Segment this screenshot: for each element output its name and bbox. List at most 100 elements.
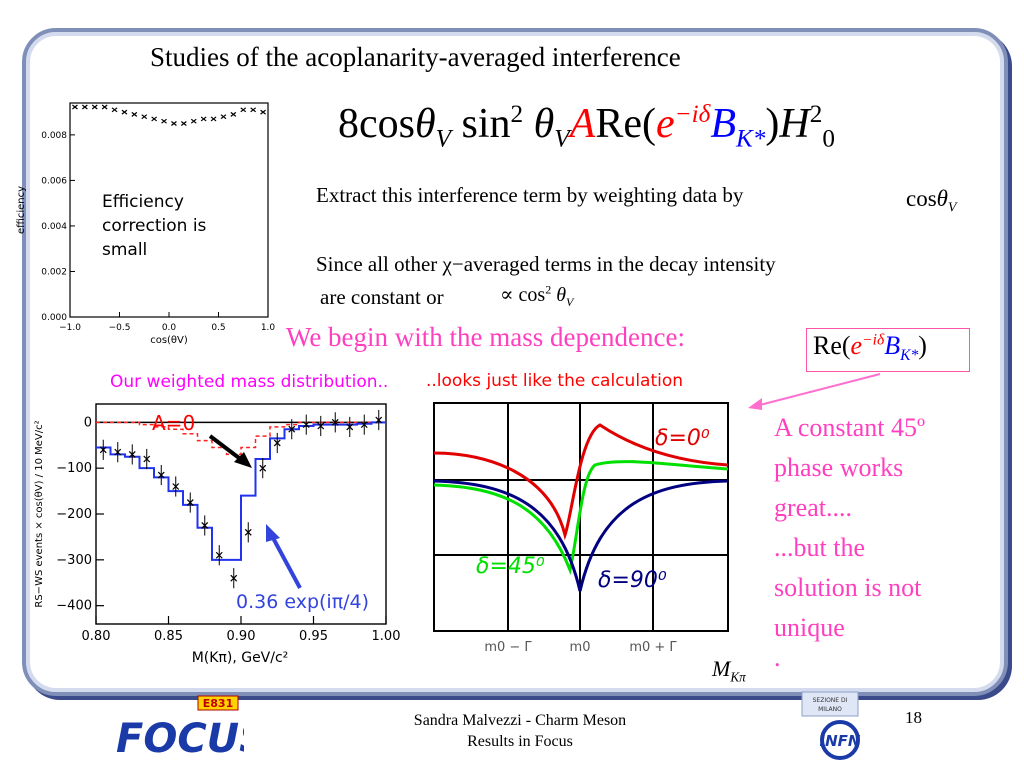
- mass-xtick-label: 1.00: [372, 629, 401, 644]
- eff-note-1: Efficiency: [102, 192, 184, 212]
- mass-label-exp: 0.36 exp(iπ/4): [236, 591, 369, 613]
- formula-theta2: θ: [533, 101, 555, 147]
- black-arrow-head: [234, 452, 252, 468]
- extract-theta: θ: [936, 186, 948, 211]
- mass-ytick-label: −100: [56, 461, 92, 476]
- eff-point-cross: [240, 107, 247, 113]
- box-exp: −iδ: [862, 331, 885, 349]
- right-line-5: solution is not: [774, 573, 922, 602]
- eff-point-cross: [210, 116, 217, 122]
- eff-point-cross: [131, 111, 138, 117]
- eff-ytick-label: 0.006: [41, 176, 67, 186]
- right-line-4: ...but the: [774, 533, 865, 562]
- mass-point-cross: [143, 455, 151, 463]
- mass-point-cross: [215, 551, 223, 559]
- calc-caption: ..looks just like the calculation: [426, 371, 684, 391]
- formula-cos: cos: [359, 101, 415, 147]
- pink-arrow-line: [755, 373, 881, 407]
- box-re: Re(: [813, 331, 851, 360]
- focus-badge-text: E831: [203, 697, 233, 710]
- box-kstar: K*: [900, 347, 919, 365]
- formula-close: ): [765, 101, 780, 147]
- mass-ticks: 0.80 0.85 0.90 0.95 1.00 0 −100 −200 −300 −400: [56, 415, 400, 644]
- mass-point-cross: [302, 421, 310, 429]
- eff-point-cross: [161, 118, 167, 124]
- mass-point-cross: [288, 425, 296, 433]
- formula-h-sup: 2: [809, 101, 823, 128]
- calc-label-delta-45: δ=45⁰: [476, 554, 545, 579]
- blue-arrow: [270, 535, 302, 589]
- mass-point-cross: [201, 522, 209, 529]
- eff-point-cross: [101, 104, 108, 110]
- since-v: V: [566, 295, 574, 309]
- mass-a0-curve: [96, 421, 386, 456]
- black-arrow: [208, 434, 245, 463]
- slide-frame: [22, 28, 1008, 696]
- eff-ytick-label: 0.000: [41, 313, 67, 323]
- mass-point-cross: [375, 416, 383, 424]
- calc-xtick-2: m0: [570, 640, 591, 655]
- infn-small-2: MILANO: [818, 706, 842, 713]
- formula-h: H: [779, 101, 810, 147]
- box-math: Re(e−iδBK*): [813, 331, 927, 365]
- mass-xtick-label: 0.85: [154, 629, 183, 644]
- formula-h-sub: 0: [822, 125, 835, 153]
- eff-point-cross: [250, 107, 257, 113]
- eff-ytick-label: 0.008: [41, 131, 67, 141]
- mass-xlabel: M(Kπ), GeV/c²: [192, 650, 289, 666]
- right-text: A constant 45º phase works great.... ...…: [774, 408, 925, 671]
- mass-ylabel: RS−WS events × cos(θV) / 10 MeV/c²: [34, 420, 45, 607]
- mass-ytick-label: −400: [56, 599, 92, 614]
- slide-title: Studies of the acoplanarity-averaged int…: [150, 42, 681, 72]
- mass-point-cross: [172, 483, 180, 490]
- extract-v: V: [947, 199, 957, 215]
- extract-cos: cos: [906, 186, 937, 211]
- eff-point-cross: [72, 104, 78, 110]
- begin-text: We begin with the mass dependence:: [286, 322, 685, 352]
- calc-xtick-1: m0 − Γ: [484, 640, 532, 655]
- eff-point-cross: [180, 121, 187, 126]
- calc-label-delta-0: δ=0⁰: [655, 426, 710, 451]
- eff-point-cross: [111, 107, 118, 113]
- eff-xlabel: cos(θV): [150, 335, 188, 346]
- eff-note-2: correction is: [102, 216, 207, 236]
- mass-point-cross: [360, 421, 368, 429]
- formula-re: Re(: [595, 101, 656, 147]
- mass-caption: Our weighted mass distribution..: [110, 372, 388, 392]
- formula-v: V: [435, 125, 452, 153]
- infn-top-box: [801, 691, 859, 717]
- footer-line-1: Sandra Malvezzi - Charm Meson: [413, 712, 627, 729]
- formula-v2: V: [554, 125, 570, 153]
- mass-fit-curve: [96, 421, 386, 561]
- eff-point-cross: [220, 114, 227, 120]
- infn-word: INFN: [820, 732, 861, 750]
- page-number: 18: [905, 708, 922, 727]
- mass-distribution-plot: Our weighted mass distribution.. 0.80 0.8…: [34, 372, 400, 666]
- mass-xtick-label: 0.90: [227, 629, 256, 644]
- pink-arrow-head: [748, 398, 762, 410]
- mass-point-cross: [317, 422, 325, 430]
- eff-point-cross: [121, 109, 128, 115]
- efficiency-plot: −1.0 −0.5 0.0 0.5 1.0 0.000 0.002 0.004 0.006 0.0…: [16, 102, 275, 346]
- mass-ytick-label: 0: [84, 415, 92, 430]
- mkpi-label: MKπ: [712, 656, 746, 685]
- eff-xtick-label: 1.0: [261, 323, 276, 333]
- formula-b: B: [710, 101, 736, 147]
- extract-text: Extract this interference term by weight…: [316, 183, 744, 207]
- formula-theta: θ: [415, 101, 436, 147]
- eff-ticks: −1.0 −0.5 0.0 0.5 1.0 0.000 0.002 0.004 0.006 0.0…: [41, 131, 275, 333]
- calc-curve-delta-90: [433, 479, 729, 592]
- formula-exp: −iδ: [674, 101, 711, 128]
- calc-xtick-3: m0 + Γ: [629, 640, 677, 655]
- mass-point-cross: [230, 574, 238, 582]
- mass-point-cross: [259, 464, 267, 472]
- right-line-6: unique: [774, 613, 845, 642]
- mkpi-sub: Kπ: [730, 669, 746, 685]
- footer: Sandra Malvezzi - Charm Meson Results in…: [360, 710, 680, 752]
- mass-point-cross: [331, 418, 339, 426]
- since-prop: ∝: [500, 284, 514, 306]
- calc-label-delta-90: δ=90⁰: [598, 568, 667, 593]
- mass-point-cross: [99, 446, 107, 454]
- eff-ytick-label: 0.002: [41, 267, 67, 277]
